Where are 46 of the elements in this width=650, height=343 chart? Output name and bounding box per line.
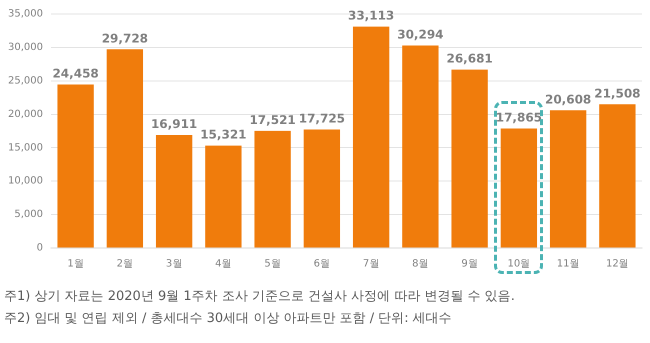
bar bbox=[205, 146, 242, 248]
data-label: 15,321 bbox=[200, 128, 247, 142]
x-tick-label: 11월 bbox=[556, 258, 580, 270]
x-tick-label: 10월 bbox=[508, 258, 530, 270]
data-label: 17,521 bbox=[249, 112, 296, 127]
text: 주2) 임대 및 연립 제외 / 총세대수 30세대 이상 아파트만 포함 / 단위: 세대수 bbox=[4, 310, 453, 328]
x-tick-label: 1월 bbox=[67, 258, 84, 270]
y-tick-label: 25,000 bbox=[8, 75, 43, 86]
data-label: 30,294 bbox=[397, 28, 444, 42]
text: 주1) 상기 자료는 2020년 9월 1주차 조사 기준으로 건설사 사정에 따라 변경될 수 있음. bbox=[4, 288, 516, 306]
bar bbox=[550, 110, 586, 248]
data-label: 21,508 bbox=[594, 86, 641, 100]
y-tick-label: 10,000 bbox=[8, 176, 43, 187]
data-label: 16,911 bbox=[150, 117, 198, 132]
bar bbox=[599, 104, 636, 248]
x-tick-label: 6월 bbox=[314, 258, 330, 270]
bar bbox=[156, 134, 192, 248]
y-tick-label: 20,000 bbox=[8, 108, 43, 120]
data-label: 33,113 bbox=[348, 8, 394, 23]
data-label: 17,725 bbox=[298, 112, 346, 126]
data-label: 17,865 bbox=[496, 110, 542, 125]
x-tick-label: 12월 bbox=[606, 258, 629, 270]
bar bbox=[352, 26, 390, 248]
bar bbox=[106, 49, 144, 248]
y-tick-label: 5,000 bbox=[14, 209, 43, 220]
bar bbox=[57, 84, 94, 248]
y-tick-label: 30,000 bbox=[8, 42, 43, 54]
x-tick-label: 8월 bbox=[412, 258, 429, 270]
bar bbox=[500, 128, 538, 248]
y-tick-label: 0 bbox=[36, 242, 43, 254]
bar bbox=[254, 130, 291, 248]
x-tick-label: 9월 bbox=[461, 258, 478, 270]
data-label: 20,608 bbox=[544, 92, 592, 106]
y-tick-label: 15,000 bbox=[8, 142, 43, 154]
x-tick-label: 2월 bbox=[116, 258, 134, 270]
bar bbox=[304, 129, 340, 248]
y-tick-label: 35,000 bbox=[8, 8, 43, 20]
bar bbox=[451, 70, 488, 248]
data-label: 24,458 bbox=[52, 66, 99, 81]
x-tick-label: 4월 bbox=[215, 258, 232, 270]
x-tick-label: 5월 bbox=[264, 258, 281, 270]
bar bbox=[402, 45, 439, 248]
data-label: 26,681 bbox=[446, 52, 493, 66]
x-tick-label: 3월 bbox=[166, 258, 182, 270]
data-label: 29,728 bbox=[102, 31, 148, 46]
x-tick-label: 7월 bbox=[362, 258, 380, 270]
